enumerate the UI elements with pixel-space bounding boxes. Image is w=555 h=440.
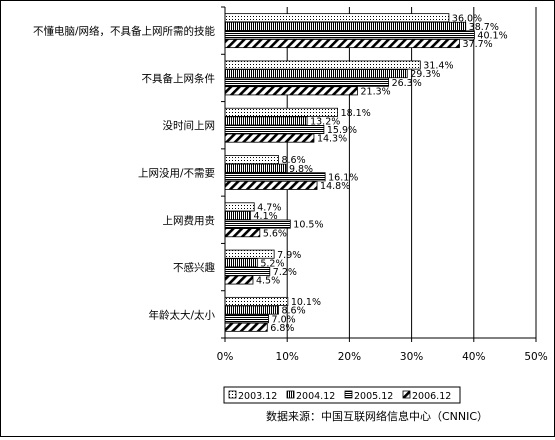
x-tick-label-20: 20%	[338, 351, 361, 363]
data-label-2003.12-4: 4.7%	[257, 202, 281, 213]
data-label-2006.12-1: 21.3%	[360, 86, 390, 97]
x-tick-label-10: 10%	[276, 351, 299, 363]
bar-2003.12-2	[224, 107, 338, 117]
category-label-2: 没时间上网	[163, 119, 216, 132]
data-label-2003.12-1: 31.4%	[423, 61, 453, 72]
bar-2006.12-4	[224, 228, 261, 238]
category-label-5: 不感兴趣	[173, 261, 215, 274]
bar-2006.12-0	[224, 39, 460, 49]
data-label-2003.12-6: 10.1%	[291, 297, 321, 308]
bar-2004.12-5	[224, 258, 258, 268]
data-label-2006.12-3: 14.8%	[320, 181, 350, 192]
data-label-2003.12-2: 18.1%	[341, 108, 371, 119]
bar-2003.12-3	[224, 155, 279, 165]
data-label-2003.12-3: 8.6%	[281, 155, 305, 166]
x-tick-label-0: 0%	[217, 351, 234, 363]
data-label-2006.12-0: 37.7%	[462, 39, 492, 50]
data-label-2004.12-2: 13.2%	[310, 117, 340, 128]
data-label-2005.12-5: 7.2%	[273, 267, 297, 278]
data-label-2004.12-1: 29.3%	[410, 69, 440, 80]
legend-label-2004.12: 2004.12	[296, 391, 335, 402]
data-label-2005.12-0: 40.1%	[477, 31, 507, 42]
data-label-2004.12-3: 9.8%	[289, 164, 313, 175]
bar-2006.12-6	[224, 322, 268, 332]
data-label-2004.12-4: 4.1%	[254, 211, 278, 222]
legend-swatch-2003.12	[228, 390, 237, 399]
legend-swatch-2004.12	[286, 390, 295, 399]
legend-box	[223, 386, 461, 404]
bar-2005.12-6	[224, 314, 269, 324]
bar-2003.12-5	[224, 249, 275, 259]
category-label-1: 不具备上网条件	[142, 72, 216, 85]
data-label-2006.12-6: 6.8%	[270, 323, 294, 334]
data-label-2005.12-3: 16.1%	[328, 172, 358, 183]
bar-2004.12-0	[224, 21, 467, 31]
data-label-2006.12-5: 4.5%	[256, 276, 280, 287]
data-label-2005.12-2: 15.9%	[327, 125, 357, 136]
legend-label-2005.12: 2005.12	[354, 391, 393, 402]
bar-2004.12-2	[224, 116, 308, 126]
data-label-2006.12-2: 14.3%	[317, 134, 347, 145]
data-label-2005.12-4: 10.5%	[293, 220, 323, 231]
category-label-0: 不懂电脑/网络，不具备上网所需的技能	[33, 25, 216, 38]
bar-2003.12-0	[224, 13, 450, 23]
x-tick-label-40: 40%	[462, 351, 485, 363]
x-tick-label-50: 50%	[524, 351, 547, 363]
data-labels: 36.0%38.7%40.1%37.7% 31.4%29.3%26.3%21.3%…	[254, 13, 508, 334]
bar-2005.12-0	[224, 30, 475, 40]
category-label-3: 上网没用/不需要	[138, 168, 215, 180]
legend-swatch-2005.12	[344, 390, 353, 399]
bar-2003.12-6	[224, 296, 289, 306]
bar-2006.12-3	[224, 180, 318, 190]
data-label-2004.12-6: 8.6%	[281, 306, 305, 317]
bar-2003.12-1	[224, 60, 421, 70]
data-label-2003.12-5: 7.9%	[277, 250, 301, 261]
legend: 2003.12 2004.12 2005.12 2006.12	[223, 386, 461, 404]
data-label-2005.12-1: 26.3%	[392, 78, 422, 89]
x-tick-label-30: 30%	[400, 351, 423, 363]
data-label-2004.12-0: 38.7%	[469, 22, 499, 33]
bar-2005.12-2	[224, 125, 325, 135]
bar-2005.12-1	[224, 77, 389, 87]
data-label-2004.12-5: 5.2%	[260, 258, 284, 269]
bar-2006.12-2	[224, 133, 315, 143]
legend-swatch-2006.12	[402, 390, 411, 399]
bar-2003.12-4	[224, 202, 255, 212]
bar-2004.12-6	[224, 305, 279, 315]
legend-label-2006.12: 2006.12	[412, 391, 451, 402]
bar-2006.12-5	[224, 275, 254, 285]
axes: 不懂电脑/网络，不具备上网所需的技能不具备上网条件没时间上网上网没用/不需要上网…	[33, 6, 548, 363]
bar-2004.12-1	[224, 69, 408, 79]
category-label-6: 年龄太大/太小	[148, 308, 215, 321]
data-label-2006.12-4: 5.6%	[263, 228, 287, 239]
data-label-2005.12-6: 7.0%	[272, 314, 296, 325]
bar-2004.12-3	[224, 163, 287, 173]
bar-2006.12-1	[224, 86, 358, 96]
bars	[224, 13, 475, 332]
source-note: 数据来源：中国互联网络信息中心（CNNIC）	[266, 409, 488, 423]
bar-2004.12-4	[224, 210, 251, 220]
legend-label-2003.12: 2003.12	[238, 391, 277, 402]
category-label-4: 上网费用贵	[163, 214, 216, 227]
data-label-2003.12-0: 36.0%	[452, 13, 482, 24]
